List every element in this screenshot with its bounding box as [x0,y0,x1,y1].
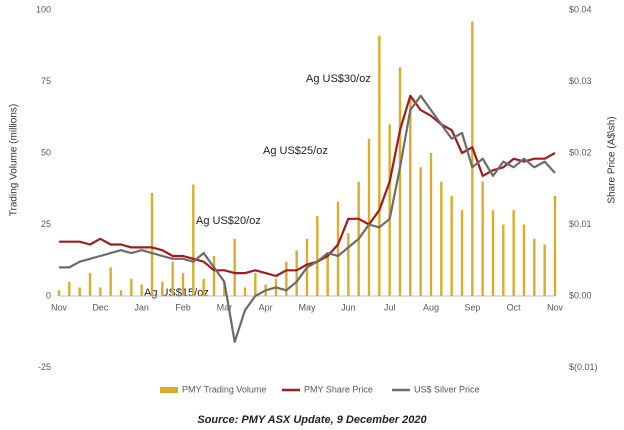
volume-bar [130,278,133,296]
volume-bar [223,281,226,296]
x-tick-label: Jan [134,302,149,312]
volume-bar [202,278,205,296]
y2-tick-label: $0.01 [569,219,592,229]
volume-bar [409,95,412,296]
y-tick-label: 75 [41,76,51,86]
x-tick-label: Aug [423,302,439,312]
volume-bar [450,195,453,296]
x-tick-label: Nov [547,302,564,312]
volume-bar [522,224,526,296]
annotation: Ag US$15/oz [144,287,209,299]
volume-bar [512,210,515,296]
volume-bar [285,261,288,296]
annotation: Ag US$20/oz [196,215,261,227]
volume-bar [212,255,216,296]
y2-tick-label: $0.04 [569,4,592,14]
x-tick-label: Sep [464,302,480,312]
volume-bar [181,273,185,296]
annotation: Ag US$30/oz [306,73,371,85]
y2-tick-label: $(0.01) [569,362,598,372]
x-tick-label: Feb [175,302,191,312]
x-tick-label: Nov [51,302,68,312]
volume-bar [88,273,92,296]
volume-bar [398,67,402,296]
volume-bar [543,244,546,296]
volume-bar [192,184,195,296]
y-tick-label: 50 [41,147,51,157]
volume-bar [233,238,236,296]
volume-bar [99,287,102,296]
volume-bar [553,195,557,296]
x-tick-label: Oct [507,302,522,312]
x-tick-label: Apr [259,302,273,312]
volume-bar [150,193,154,296]
volume-bar [109,267,112,296]
x-tick-label: Dec [92,302,109,312]
legend-label: PMY Trading Volume [182,384,266,394]
x-tick-label: May [298,302,316,312]
volume-bar [326,253,329,296]
volume-bar [471,21,474,296]
y2-axis-title: Share Price (A$\sh) [607,116,618,203]
legend-swatch [160,387,178,393]
volume-bar [316,215,319,296]
price-line [59,94,556,278]
y2-tick-label: $0.03 [569,76,592,86]
volume-bar [388,124,391,297]
y-tick-label: 100 [36,4,51,14]
x-tick-label: Mar [217,302,233,312]
volume-bar [161,281,164,296]
volume-bar [254,273,257,296]
legend-label: PMY Share Price [304,384,373,394]
y-tick-label: 0 [46,290,51,300]
x-tick-label: Jun [341,302,356,312]
volume-bar [378,35,381,297]
volume-bar [429,153,433,296]
volume-bar [243,287,247,296]
volume-bar [57,290,61,296]
legend-label: US$ Silver Price [414,384,480,394]
volume-bar [440,181,443,296]
volume-bar [367,138,371,296]
annotation: Ag US$25/oz [263,145,328,157]
y-axis-title: Trading Volume (millions) [9,104,20,216]
volume-bar [419,167,422,296]
volume-bar [491,210,495,296]
y-tick-label: 25 [41,219,51,229]
source-note: Source: PMY ASX Update, 9 December 2020 [197,414,427,426]
volume-bar [78,287,81,296]
volume-bar [295,250,298,296]
volume-bar [533,238,536,296]
volume-bar [460,210,464,296]
volume-bar [140,284,143,296]
volume-bar [481,181,484,296]
y-tick-label: -25 [38,362,51,372]
volume-bar [347,233,350,296]
volume-bar [336,201,340,296]
x-tick-label: Jul [384,302,396,312]
y2-tick-label: $0.02 [569,147,592,157]
volume-bar [119,290,123,296]
volume-bar [171,261,174,296]
y2-tick-label: $0.00 [569,290,592,300]
price-line [59,94,556,343]
volume-bar [68,281,71,296]
volume-bar [502,224,505,296]
